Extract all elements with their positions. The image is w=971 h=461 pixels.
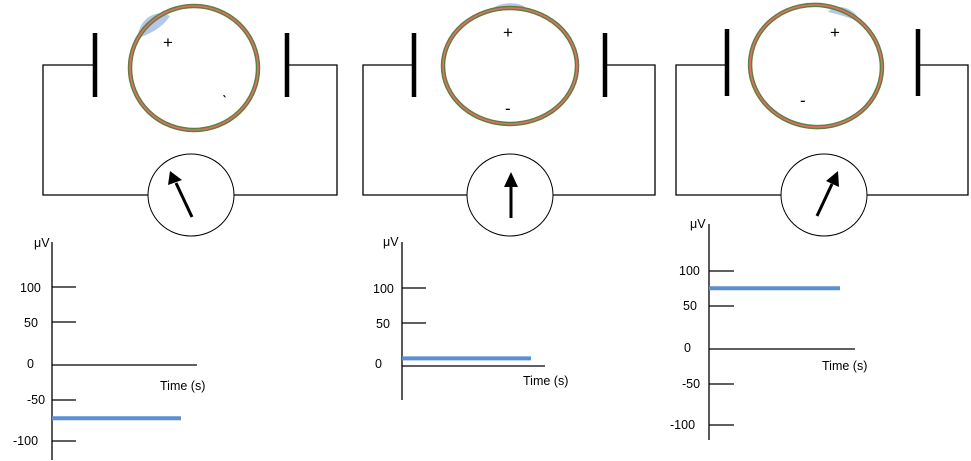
y-axis-unit: μV xyxy=(34,236,50,250)
plus-sign: + xyxy=(503,23,513,42)
graph-1: μV 100 50 0 -50 -100 Time (s) xyxy=(13,236,205,460)
cell-membrane-inner xyxy=(129,5,259,131)
circuit-wire-right xyxy=(866,64,969,196)
graph-2: μV 100 50 0 Time (s) xyxy=(373,235,568,400)
circuit-2 xyxy=(362,33,656,237)
tick-label-100: 100 xyxy=(20,281,41,295)
panel-1: + ˎ μV 100 50 0 -50 -100 Time (s) xyxy=(13,3,338,460)
tick-label-50: 50 xyxy=(376,317,390,331)
tick-label-minus-100: -100 xyxy=(670,418,695,432)
circuit-wire-left xyxy=(675,64,781,196)
tick-label-0: 0 xyxy=(684,341,691,355)
tick-label-50: 50 xyxy=(683,299,697,313)
voltmeter-needle xyxy=(815,171,839,217)
cell-membrane-inner xyxy=(749,4,883,128)
tick-label-minus-50: -50 xyxy=(682,377,700,391)
circuit-3 xyxy=(675,29,969,237)
cell-membrane-outer xyxy=(747,2,885,130)
voltmeter xyxy=(147,153,235,237)
panel-2: + - μV 100 50 0 Time (s) xyxy=(362,3,656,400)
cell-1: + ˎ xyxy=(127,3,261,133)
minus-sign: ˎ xyxy=(222,79,228,98)
voltmeter-needle xyxy=(168,171,194,218)
voltmeter xyxy=(780,153,868,237)
tick-label-0: 0 xyxy=(27,357,34,371)
tick-label-minus-50: -50 xyxy=(27,393,45,407)
x-axis-label: Time (s) xyxy=(160,379,205,393)
tick-label-100: 100 xyxy=(373,282,394,296)
x-axis-label: Time (s) xyxy=(523,374,568,388)
plus-sign: + xyxy=(163,33,173,52)
y-axis-unit: μV xyxy=(690,217,706,231)
depolarization-blob xyxy=(828,7,860,23)
circuit-wire-right xyxy=(553,64,656,196)
circuit-wire-left xyxy=(362,64,467,196)
tick-label-100: 100 xyxy=(679,264,700,278)
panel-3: + - μV 100 50 0 -50 -100 Time (s) xyxy=(670,2,969,440)
voltmeter-needle xyxy=(504,172,518,218)
y-axis-unit: μV xyxy=(383,235,399,249)
x-axis-label: Time (s) xyxy=(822,359,867,373)
depolarization-blob xyxy=(138,13,170,38)
graph-3: μV 100 50 0 -50 -100 Time (s) xyxy=(670,217,867,440)
tick-label-0: 0 xyxy=(375,357,382,371)
cell-3: + - xyxy=(747,2,885,130)
tick-label-50: 50 xyxy=(24,316,38,330)
tick-label-minus-100: -100 xyxy=(13,434,38,448)
circuit-wire-right xyxy=(233,64,338,196)
cell-2: + - xyxy=(440,3,580,127)
minus-sign: - xyxy=(800,91,806,110)
circuit-wire-left xyxy=(42,64,148,196)
plus-sign: + xyxy=(830,23,840,42)
circuit-1 xyxy=(42,33,338,237)
cell-membrane-inner xyxy=(442,7,578,125)
minus-sign: - xyxy=(505,99,511,118)
